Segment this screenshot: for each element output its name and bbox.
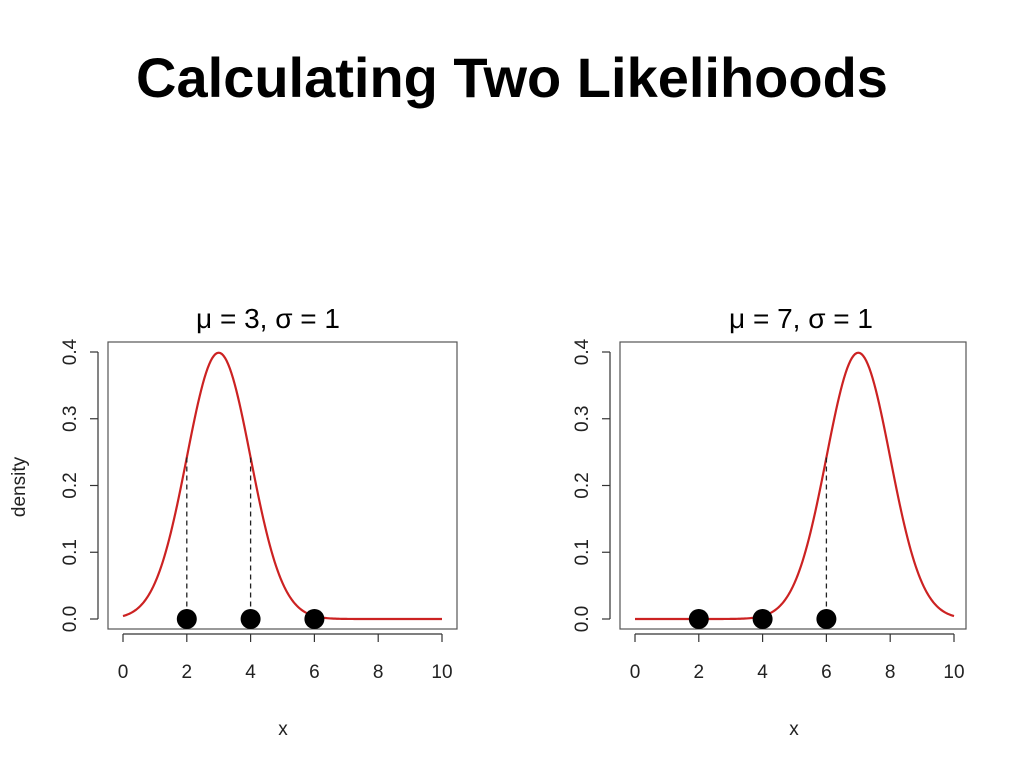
x-tick-label: 0 (630, 662, 641, 683)
data-point (752, 609, 773, 629)
density-curve (122, 351, 442, 621)
y-axis-label: density (9, 456, 30, 517)
data-point (816, 609, 837, 629)
chart-title: μ = 7, σ = 1 (729, 303, 873, 334)
y-tick-label: 0.1 (572, 539, 593, 565)
y-tick-label: 0.3 (572, 406, 593, 432)
plot-frame (107, 341, 458, 630)
x-tick-label: 6 (309, 662, 320, 683)
x-tick-label: 10 (431, 662, 452, 683)
x-tick-label: 4 (757, 662, 768, 683)
data-point (688, 609, 709, 629)
density-curve (635, 351, 955, 621)
x-tick-label: 6 (821, 662, 832, 683)
chart-panel-1: 0 2 4 6 8 10 0.0 0.1 0.2 0.3 0.4 μ = 3, σ = 1 x densi… (9, 303, 458, 740)
x-tick-label: 0 (118, 662, 129, 683)
chart-title: μ = 3, σ = 1 (196, 303, 340, 334)
x-tick-label: 2 (694, 662, 705, 683)
y-tick-label: 0.0 (60, 606, 81, 632)
x-axis-label: x (278, 719, 288, 740)
x-axis-label: x (789, 719, 799, 740)
x-tick-label: 10 (943, 662, 964, 683)
y-tick-label: 0.1 (60, 539, 81, 565)
slide-title: Calculating Two Likelihoods (136, 46, 888, 109)
data-point (240, 609, 261, 629)
y-tick-label: 0.3 (60, 406, 81, 432)
x-tick-label: 8 (885, 662, 896, 683)
y-tick-label: 0.2 (572, 472, 593, 498)
y-tick-label: 0.4 (60, 338, 81, 365)
y-tick-label: 0.2 (60, 472, 81, 498)
chart-panel-2: 0 2 4 6 8 10 0.0 0.1 0.2 0.3 0.4 μ = 7, σ = 1 x (572, 303, 967, 740)
data-point (304, 609, 325, 629)
data-point (176, 609, 197, 629)
x-tick-label: 4 (245, 662, 256, 683)
x-tick-label: 8 (373, 662, 384, 683)
y-tick-label: 0.4 (572, 338, 593, 365)
x-tick-label: 2 (182, 662, 193, 683)
plot-frame (619, 341, 967, 630)
y-tick-label: 0.0 (572, 606, 593, 632)
